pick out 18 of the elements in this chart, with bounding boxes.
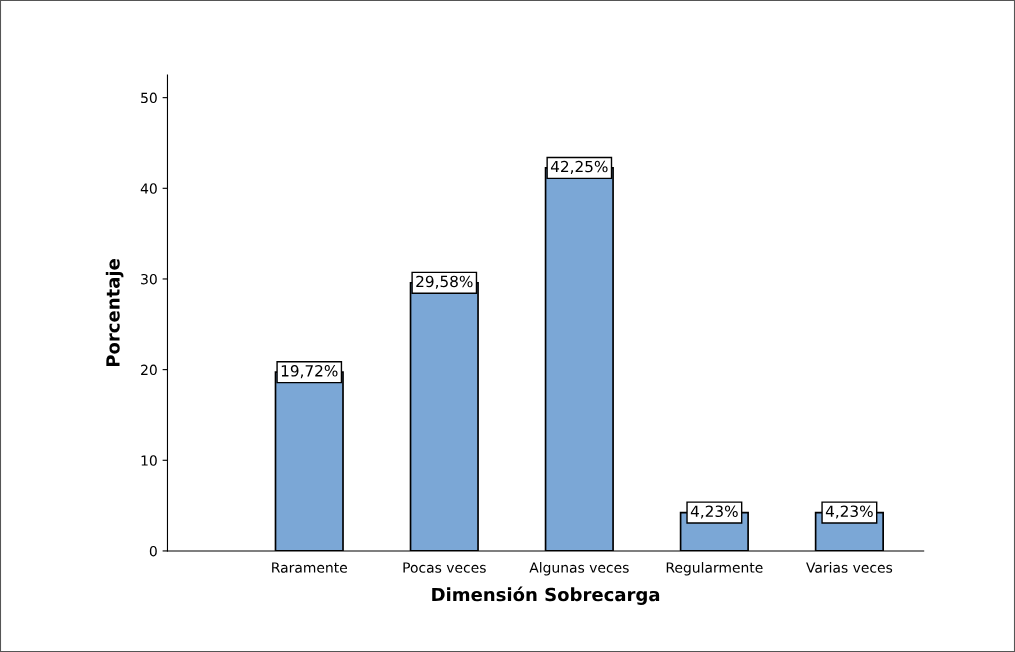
y-tick-label: 0 [149, 545, 157, 557]
y-tick-label: 20 [141, 364, 157, 376]
x-tick-label: Algunas veces [529, 562, 629, 576]
data-label: 42,25% [550, 160, 608, 174]
y-tick-label: 30 [141, 273, 157, 285]
y-tick-label: 10 [141, 455, 157, 466]
y-tick-label: 50 [141, 92, 157, 104]
x-tick-label: Pocas veces [403, 562, 486, 573]
x-tick-label: Varias veces [806, 562, 893, 573]
data-label: 29,58% [416, 275, 473, 289]
x-axis-title: Dimensión Sobrecarga [432, 586, 660, 605]
x-tick-label: Regularmente [666, 562, 763, 576]
y-tick-label: 40 [140, 183, 157, 194]
data-label: 4,23% [825, 505, 873, 519]
x-tick-label: Raramente [272, 562, 347, 573]
data-label: 4,23% [690, 505, 738, 519]
data-label: 19,72% [281, 365, 338, 379]
y-axis-title: Porcentaje [105, 259, 124, 367]
